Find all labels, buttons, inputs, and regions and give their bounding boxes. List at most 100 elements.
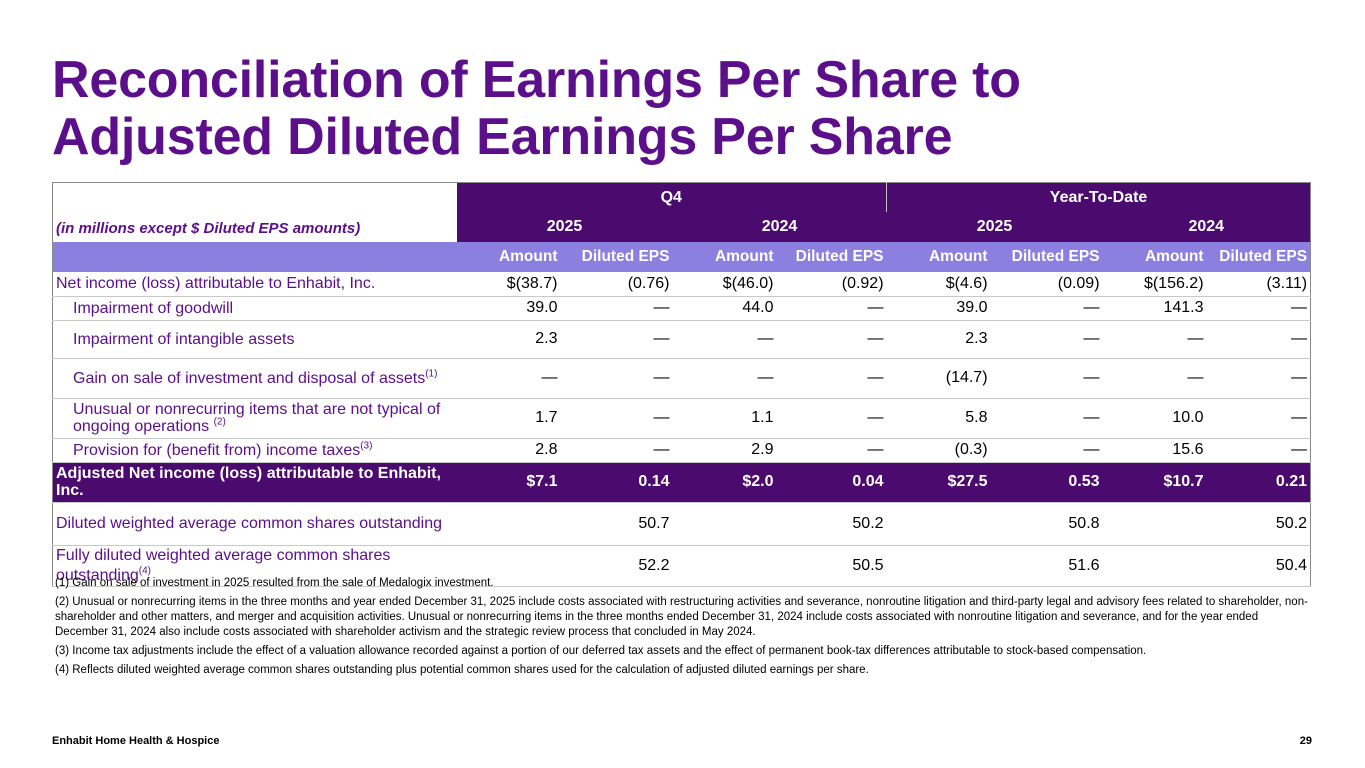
row-value: 44.0 [672,296,777,321]
row-label-text: Provision for (benefit from) income taxe… [73,441,361,459]
row-label: Impairment of goodwill [52,296,457,321]
row-value: 2.3 [456,320,561,359]
row-label-text: Impairment of goodwill [73,299,234,317]
row-value: 50.2 [1102,502,1311,546]
row-value: — [1206,358,1311,399]
row-value: 2.3 [886,320,991,359]
row-label-text: Gain on sale of investment and disposal … [73,369,426,387]
row-value: (3.11) [1206,272,1311,297]
year-header: 2024 [1102,212,1311,242]
row-value: — [990,358,1103,399]
row-value: 2.8 [456,438,561,463]
row-value: 50.7 [456,502,673,546]
table-row: Provision for (benefit from) income taxe… [52,438,1311,463]
row-value: $2.0 [672,462,777,503]
page-title-line-2: Adjusted Diluted Earnings Per Share [52,108,953,166]
column-header: Amount [672,242,777,272]
row-value: — [1102,320,1207,359]
column-header: Amount [456,242,561,272]
row-value: — [776,320,887,359]
year-header-row: 2025 2024 2025 2024 [53,212,1311,242]
row-value: — [776,358,887,399]
row-value: 39.0 [886,296,991,321]
row-value: 50.4 [1102,545,1311,587]
row-value: — [672,358,777,399]
column-header: Diluted EPS [776,242,887,272]
footnote: (1) Gain on sale of investment in 2025 r… [55,577,494,589]
row-value: 0.04 [776,462,887,503]
row-value: 1.1 [672,398,777,439]
row-value: 39.0 [456,296,561,321]
row-value: — [1206,296,1311,321]
row-value: — [1206,320,1311,359]
column-header: Diluted EPS [990,242,1103,272]
footnote: (3) Income tax adjustments include the e… [55,645,1147,657]
footnote: (2) Unusual or nonrecurring items in the… [55,596,1308,638]
column-header: Amount [1102,242,1207,272]
row-value: — [776,398,887,439]
share-count-rows: Diluted weighted average common shares o… [52,502,1311,587]
column-header: Diluted EPS [1206,242,1311,272]
row-value: — [990,438,1103,463]
row-value: $27.5 [886,462,991,503]
row-label: Adjusted Net income (loss) attributable … [52,462,457,503]
row-value: $(38.7) [456,272,561,297]
row-value: 0.21 [1206,462,1311,503]
table-row: Net income (loss) attributable to Enhabi… [52,272,1311,297]
row-value: (14.7) [886,358,991,399]
row-value: 50.5 [672,545,887,587]
row-value: 15.6 [1102,438,1207,463]
row-value: — [560,296,673,321]
row-value: 50.8 [886,502,1103,546]
row-value: — [456,358,561,399]
row-value: (0.92) [776,272,887,297]
footnote: (4) Reflects diluted weighted average co… [55,664,869,676]
footnote-ref: (2) [213,416,226,428]
table-row: Fully diluted weighted average common sh… [52,545,1311,587]
row-value: — [560,358,673,399]
table-row: Gain on sale of investment and disposal … [52,358,1311,399]
year-header: 2024 [672,212,887,242]
reconciling-items: Net income (loss) attributable to Enhabi… [52,272,1311,463]
footnotes: (1) Gain on sale of investment in 2025 r… [55,576,1310,682]
year-header: 2025 [886,212,1103,242]
row-label: Diluted weighted average common shares o… [52,502,457,546]
period-header-q4: Q4 [456,182,887,212]
row-value: (0.3) [886,438,991,463]
eps-reconciliation-table: (in millions except $ Diluted EPS amount… [52,182,1312,587]
page-number: 29 [1299,735,1312,747]
row-label-text: Diluted weighted average common shares o… [56,514,443,532]
row-value: — [776,296,887,321]
table-row: Impairment of goodwill 39.0—44.0—39.0—141… [52,296,1311,321]
row-value: — [990,296,1103,321]
row-label-text: Unusual or nonrecurring items that are n… [73,401,441,435]
row-value: — [560,438,673,463]
column-header: Diluted EPS [560,242,673,272]
footnote-ref: (4) [138,565,151,577]
row-value: 1.7 [456,398,561,439]
row-label: Provision for (benefit from) income taxe… [52,438,457,463]
row-value: $(4.6) [886,272,991,297]
row-value: — [672,320,777,359]
period-header-row: (in millions except $ Diluted EPS amount… [53,182,1311,237]
footnote-ref: (3) [360,440,373,452]
row-value: — [990,320,1103,359]
footer-company: Enhabit Home Health & Hospice [52,735,220,747]
row-value: 10.0 [1102,398,1207,439]
row-value: $(156.2) [1102,272,1207,297]
row-value: 52.2 [456,545,673,587]
row-value: $(46.0) [672,272,777,297]
column-header-row: Amount Diluted EPS Amount Diluted EPS Am… [52,242,1311,272]
footnote-ref: (1) [425,368,438,380]
adjusted-net-income-row: Adjusted Net income (loss) attributable … [52,462,1311,503]
table-row: Diluted weighted average common shares o… [52,502,1311,546]
column-header-spacer [52,242,457,272]
row-value: — [560,398,673,439]
row-value: $7.1 [456,462,561,503]
row-value: — [990,398,1103,439]
table-row: Unusual or nonrecurring items that are n… [52,398,1311,439]
row-value: (0.09) [990,272,1103,297]
row-value: 51.6 [886,545,1103,587]
period-header-ytd: Year-To-Date [886,182,1311,212]
row-label: Unusual or nonrecurring items that are n… [52,398,457,439]
